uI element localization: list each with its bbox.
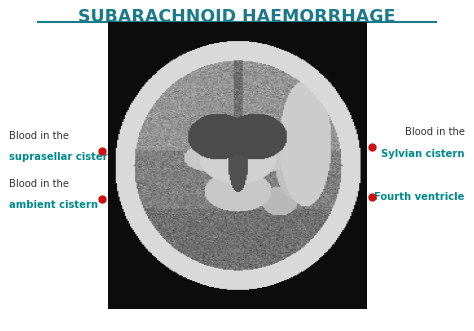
Text: Sylvian cistern: Sylvian cistern [381, 149, 465, 159]
Text: suprasellar cistern: suprasellar cistern [9, 152, 115, 162]
Text: Blood in the: Blood in the [404, 127, 465, 137]
Text: Blood in the: Blood in the [9, 179, 70, 189]
Text: Blood in the: Blood in the [9, 131, 70, 141]
Text: SUBARACHNOID HAEMORRHAGE: SUBARACHNOID HAEMORRHAGE [78, 8, 396, 26]
Text: ambient cistern: ambient cistern [9, 200, 99, 210]
Text: Fourth ventricle: Fourth ventricle [374, 192, 465, 202]
